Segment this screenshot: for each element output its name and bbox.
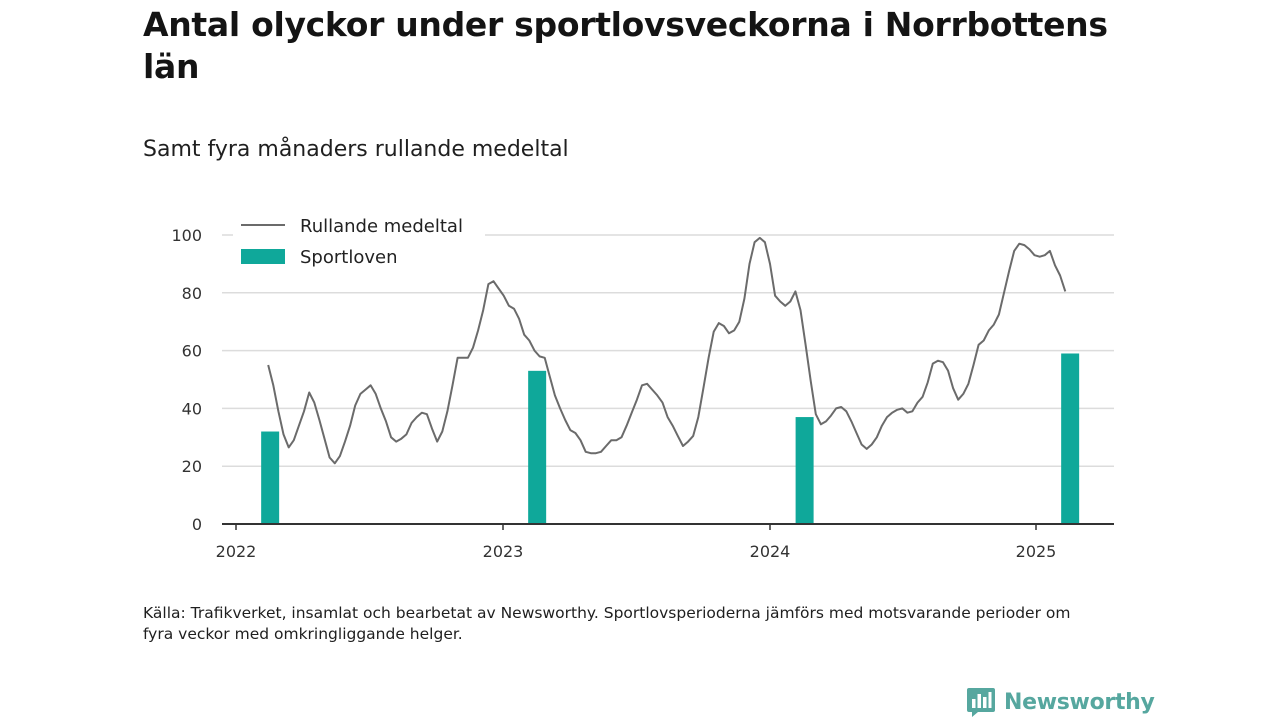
newsworthy-bar-chart-icon	[967, 688, 995, 717]
y-tick-label: 0	[192, 515, 202, 534]
y-axis-tick-labels: 0 20 40 60 80 100	[171, 226, 202, 534]
line-rullande-medeltal	[267, 236, 1067, 465]
x-tick-label: 2025	[1016, 542, 1057, 561]
bar-sportloven	[795, 417, 814, 524]
legend-swatch-sportloven	[241, 249, 285, 264]
chart-subtitle: Samt fyra månaders rullande medeltal	[143, 137, 569, 162]
y-tick-label: 100	[171, 226, 202, 245]
x-axis: 2022 2023 2024 2025	[216, 523, 1114, 561]
bar-sportloven	[261, 431, 280, 524]
sportloven-bars	[261, 353, 1080, 524]
bar-sportloven	[1061, 353, 1080, 524]
legend-label-rullande-medeltal: Rullande medeltal	[300, 216, 463, 237]
x-tick-label: 2024	[750, 542, 791, 561]
x-tick-label: 2022	[216, 542, 257, 561]
y-tick-label: 20	[182, 457, 202, 476]
legend: Rullande medeltal Sportloven	[233, 212, 485, 272]
y-tick-label: 60	[182, 342, 202, 361]
x-tick-label: 2023	[483, 542, 524, 561]
rolling-average-line	[267, 236, 1067, 465]
source-footnote: Källa: Trafikverket, insamlat och bearbe…	[143, 604, 1071, 643]
page-title: Antal olyckor under sportlovsveckorna i …	[143, 5, 1108, 86]
y-tick-label: 80	[182, 284, 202, 303]
logo-text: Newsworthy	[1004, 689, 1155, 715]
chart: 0 20 40 60 80 100 2022 2023 2024 2025 Rullande m…	[171, 212, 1114, 561]
y-tick-label: 40	[182, 399, 202, 418]
newsworthy-logo: Newsworthy	[966, 686, 1155, 718]
bar-sportloven	[528, 370, 547, 524]
legend-label-sportloven: Sportloven	[300, 247, 397, 268]
